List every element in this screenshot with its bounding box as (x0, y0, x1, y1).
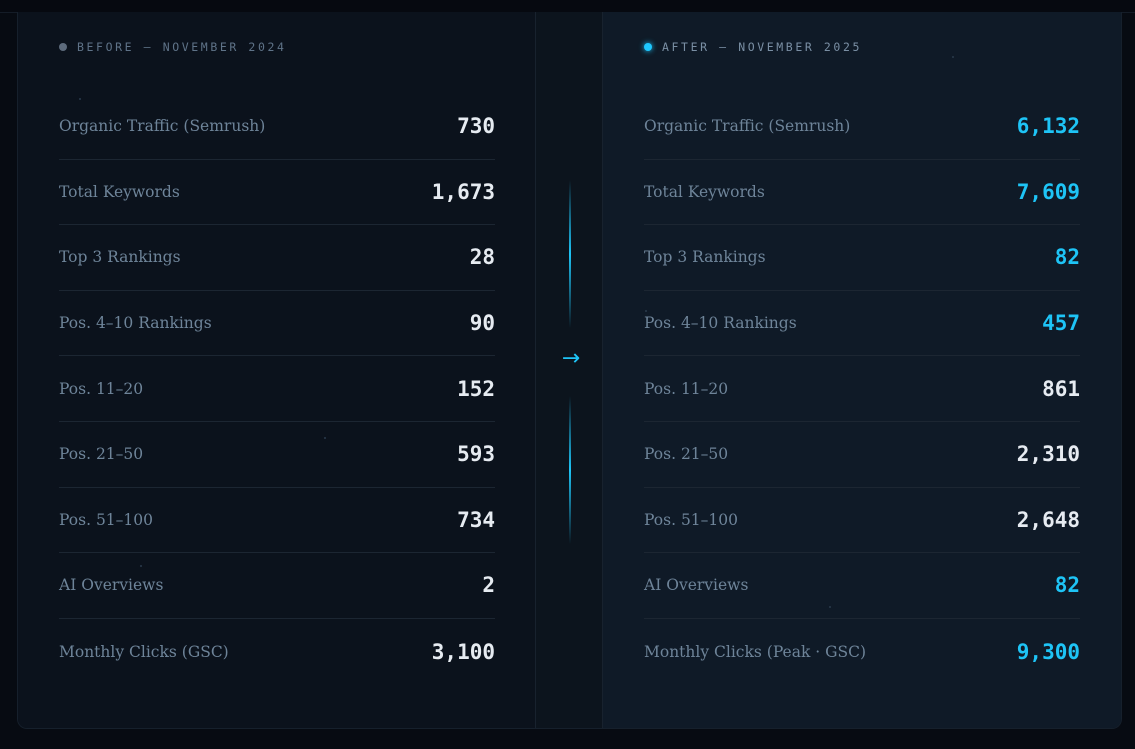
decorative-speck (324, 437, 326, 439)
after-header: AFTER — NOVEMBER 2025 (644, 40, 862, 54)
metric-value: 593 (457, 442, 495, 467)
metric-value-highlight: 7,609 (1016, 179, 1080, 204)
metric-value: 28 (469, 245, 495, 270)
metric-label: Pos. 4–10 Rankings (59, 314, 212, 333)
metric-label: Pos. 4–10 Rankings (644, 314, 797, 333)
decorative-speck (140, 565, 142, 567)
metric-value: 90 (469, 311, 495, 336)
decorative-speck (645, 310, 647, 312)
metric-value-highlight: 6,132 (1016, 114, 1080, 139)
metric-value-highlight: 82 (1054, 245, 1080, 270)
after-metrics-list: Organic Traffic (Semrush) 6,132 Total Ke… (644, 94, 1080, 684)
metric-row: Total Keywords 1,673 (59, 160, 495, 226)
before-header-label: BEFORE — NOVEMBER 2024 (77, 40, 287, 54)
metric-value: 730 (457, 114, 495, 139)
metric-label: Organic Traffic (Semrush) (644, 117, 851, 136)
arrow-right-icon: → (561, 346, 581, 371)
decorative-speck (79, 98, 81, 100)
metric-value: 2 (482, 573, 495, 598)
metric-row: AI Overviews 82 (644, 553, 1080, 619)
metric-label: Monthly Clicks (GSC) (59, 642, 229, 661)
after-panel: AFTER — NOVEMBER 2025 Organic Traffic (S… (603, 12, 1121, 728)
metric-label: Pos. 51–100 (644, 510, 738, 529)
metric-label: Pos. 11–20 (59, 379, 144, 398)
metric-value: 3,100 (431, 639, 495, 664)
metric-row: Pos. 11–20 861 (644, 356, 1080, 422)
metric-label: Organic Traffic (Semrush) (59, 117, 266, 136)
metric-row: Organic Traffic (Semrush) 6,132 (644, 94, 1080, 160)
metric-row: Pos. 51–100 2,648 (644, 488, 1080, 554)
metric-value-highlight: 457 (1042, 311, 1080, 336)
live-status-dot-icon (644, 43, 652, 51)
divider-glow-line (569, 180, 571, 328)
metric-value-highlight: 9,300 (1016, 639, 1080, 664)
metric-value: 152 (457, 376, 495, 401)
before-panel: BEFORE — NOVEMBER 2024 Organic Traffic (… (18, 12, 535, 728)
metric-value: 861 (1042, 376, 1080, 401)
metric-value: 2,648 (1016, 507, 1080, 532)
metric-row: AI Overviews 2 (59, 553, 495, 619)
metric-value: 734 (457, 507, 495, 532)
metric-row: Organic Traffic (Semrush) 730 (59, 94, 495, 160)
metric-row: Pos. 4–10 Rankings 90 (59, 291, 495, 357)
comparison-divider: → (535, 12, 603, 728)
before-metrics-list: Organic Traffic (Semrush) 730 Total Keyw… (59, 94, 495, 684)
metric-label: Pos. 21–50 (59, 445, 144, 464)
decorative-speck (952, 56, 954, 58)
status-dot-icon (59, 43, 67, 51)
metric-label: Monthly Clicks (Peak · GSC) (644, 642, 867, 661)
metric-value-highlight: 82 (1054, 573, 1080, 598)
metric-label: Total Keywords (644, 182, 765, 201)
metric-label: Total Keywords (59, 182, 180, 201)
metric-label: Pos. 11–20 (644, 379, 729, 398)
metric-row: Pos. 51–100 734 (59, 488, 495, 554)
metric-row: Top 3 Rankings 28 (59, 225, 495, 291)
metric-label: Pos. 51–100 (59, 510, 153, 529)
metric-row: Pos. 4–10 Rankings 457 (644, 291, 1080, 357)
metric-row: Pos. 21–50 593 (59, 422, 495, 488)
metric-value: 2,310 (1016, 442, 1080, 467)
metric-row: Total Keywords 7,609 (644, 160, 1080, 226)
metric-row: Pos. 11–20 152 (59, 356, 495, 422)
metric-row: Monthly Clicks (Peak · GSC) 9,300 (644, 619, 1080, 685)
metric-label: AI Overviews (59, 576, 164, 595)
comparison-card: BEFORE — NOVEMBER 2024 Organic Traffic (… (17, 12, 1122, 729)
divider-glow-line (569, 396, 571, 544)
metric-label: AI Overviews (644, 576, 749, 595)
decorative-speck (829, 606, 831, 608)
metric-label: Top 3 Rankings (59, 248, 181, 267)
metric-label: Pos. 21–50 (644, 445, 729, 464)
metric-row: Monthly Clicks (GSC) 3,100 (59, 619, 495, 685)
before-header: BEFORE — NOVEMBER 2024 (59, 40, 287, 54)
metric-value: 1,673 (431, 179, 495, 204)
metric-label: Top 3 Rankings (644, 248, 766, 267)
after-header-label: AFTER — NOVEMBER 2025 (662, 40, 862, 54)
metric-row: Pos. 21–50 2,310 (644, 422, 1080, 488)
metric-row: Top 3 Rankings 82 (644, 225, 1080, 291)
